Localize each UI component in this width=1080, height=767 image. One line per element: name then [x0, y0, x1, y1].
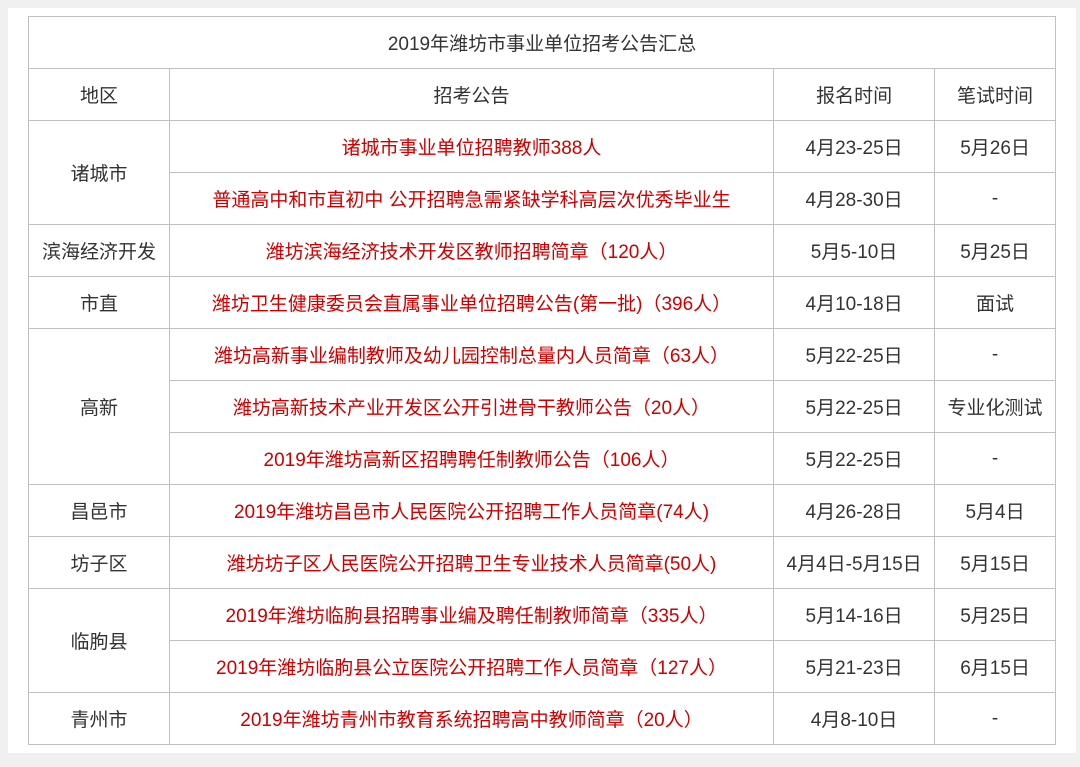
table-row: 滨海经济开发 潍坊滨海经济技术开发区教师招聘简章（120人） 5月5-10日 5…	[29, 225, 1056, 277]
notice-cell[interactable]: 2019年潍坊临朐县招聘事业编及聘任制教师简章（335人）	[169, 589, 773, 641]
table-row: 2019年潍坊高新区招聘聘任制教师公告（106人） 5月22-25日 -	[29, 433, 1056, 485]
table-row: 诸城市 诸城市事业单位招聘教师388人 4月23-25日 5月26日	[29, 121, 1056, 173]
notice-cell[interactable]: 潍坊滨海经济技术开发区教师招聘简章（120人）	[169, 225, 773, 277]
signup-cell: 5月14-16日	[774, 589, 935, 641]
region-cell: 诸城市	[29, 121, 170, 225]
exam-cell: 5月25日	[935, 589, 1056, 641]
exam-cell: 专业化测试	[935, 381, 1056, 433]
recruitment-table: 2019年潍坊市事业单位招考公告汇总 地区 招考公告 报名时间 笔试时间 诸城市…	[28, 16, 1056, 745]
exam-cell: -	[935, 433, 1056, 485]
table-row: 坊子区 潍坊坊子区人民医院公开招聘卫生专业技术人员简章(50人) 4月4日-5月…	[29, 537, 1056, 589]
table-title-row: 2019年潍坊市事业单位招考公告汇总	[29, 17, 1056, 69]
exam-cell: 5月25日	[935, 225, 1056, 277]
col-header-exam: 笔试时间	[935, 69, 1056, 121]
table-row: 青州市 2019年潍坊青州市教育系统招聘高中教师简章（20人） 4月8-10日 …	[29, 693, 1056, 745]
exam-cell: 5月26日	[935, 121, 1056, 173]
signup-cell: 4月28-30日	[774, 173, 935, 225]
region-cell: 青州市	[29, 693, 170, 745]
col-header-region: 地区	[29, 69, 170, 121]
notice-cell[interactable]: 潍坊高新事业编制教师及幼儿园控制总量内人员简章（63人）	[169, 329, 773, 381]
table-row: 高新 潍坊高新事业编制教师及幼儿园控制总量内人员简章（63人） 5月22-25日…	[29, 329, 1056, 381]
region-cell: 昌邑市	[29, 485, 170, 537]
table-row: 昌邑市 2019年潍坊昌邑市人民医院公开招聘工作人员简章(74人) 4月26-2…	[29, 485, 1056, 537]
table-body: 诸城市 诸城市事业单位招聘教师388人 4月23-25日 5月26日 普通高中和…	[29, 121, 1056, 745]
table-row: 市直 潍坊卫生健康委员会直属事业单位招聘公告(第一批)（396人） 4月10-1…	[29, 277, 1056, 329]
signup-cell: 4月8-10日	[774, 693, 935, 745]
region-cell: 滨海经济开发	[29, 225, 170, 277]
signup-cell: 5月21-23日	[774, 641, 935, 693]
signup-cell: 5月5-10日	[774, 225, 935, 277]
notice-cell[interactable]: 2019年潍坊高新区招聘聘任制教师公告（106人）	[169, 433, 773, 485]
notice-cell[interactable]: 普通高中和市直初中 公开招聘急需紧缺学科高层次优秀毕业生	[169, 173, 773, 225]
table-row: 2019年潍坊临朐县公立医院公开招聘工作人员简章（127人） 5月21-23日 …	[29, 641, 1056, 693]
region-cell: 临朐县	[29, 589, 170, 693]
exam-cell: -	[935, 329, 1056, 381]
notice-cell[interactable]: 诸城市事业单位招聘教师388人	[169, 121, 773, 173]
table-row: 临朐县 2019年潍坊临朐县招聘事业编及聘任制教师简章（335人） 5月14-1…	[29, 589, 1056, 641]
notice-cell[interactable]: 潍坊卫生健康委员会直属事业单位招聘公告(第一批)（396人）	[169, 277, 773, 329]
signup-cell: 5月22-25日	[774, 329, 935, 381]
signup-cell: 4月10-18日	[774, 277, 935, 329]
region-cell: 市直	[29, 277, 170, 329]
table-wrapper: 2019年潍坊市事业单位招考公告汇总 地区 招考公告 报名时间 笔试时间 诸城市…	[8, 8, 1076, 753]
region-cell: 坊子区	[29, 537, 170, 589]
signup-cell: 4月4日-5月15日	[774, 537, 935, 589]
col-header-signup: 报名时间	[774, 69, 935, 121]
exam-cell: -	[935, 173, 1056, 225]
notice-cell[interactable]: 潍坊高新技术产业开发区公开引进骨干教师公告（20人）	[169, 381, 773, 433]
region-cell: 高新	[29, 329, 170, 485]
signup-cell: 5月22-25日	[774, 433, 935, 485]
signup-cell: 5月22-25日	[774, 381, 935, 433]
notice-cell[interactable]: 2019年潍坊临朐县公立医院公开招聘工作人员简章（127人）	[169, 641, 773, 693]
exam-cell: 6月15日	[935, 641, 1056, 693]
table-header-row: 地区 招考公告 报名时间 笔试时间	[29, 69, 1056, 121]
signup-cell: 4月23-25日	[774, 121, 935, 173]
table-row: 普通高中和市直初中 公开招聘急需紧缺学科高层次优秀毕业生 4月28-30日 -	[29, 173, 1056, 225]
exam-cell: 5月15日	[935, 537, 1056, 589]
signup-cell: 4月26-28日	[774, 485, 935, 537]
col-header-notice: 招考公告	[169, 69, 773, 121]
exam-cell: 5月4日	[935, 485, 1056, 537]
table-row: 潍坊高新技术产业开发区公开引进骨干教师公告（20人） 5月22-25日 专业化测…	[29, 381, 1056, 433]
table-title: 2019年潍坊市事业单位招考公告汇总	[29, 17, 1056, 69]
notice-cell[interactable]: 2019年潍坊昌邑市人民医院公开招聘工作人员简章(74人)	[169, 485, 773, 537]
exam-cell: 面试	[935, 277, 1056, 329]
notice-cell[interactable]: 潍坊坊子区人民医院公开招聘卫生专业技术人员简章(50人)	[169, 537, 773, 589]
exam-cell: -	[935, 693, 1056, 745]
notice-cell[interactable]: 2019年潍坊青州市教育系统招聘高中教师简章（20人）	[169, 693, 773, 745]
